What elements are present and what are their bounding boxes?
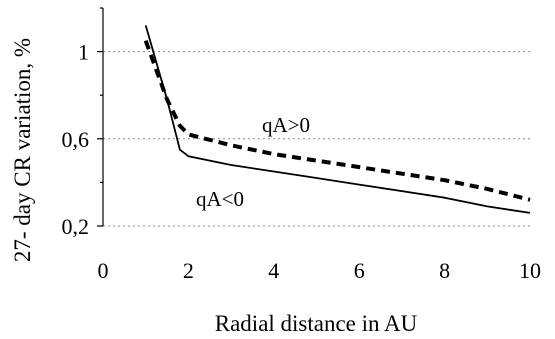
- x-tick-label-3: 6: [354, 258, 365, 283]
- series-label-qa-positive: qA>0: [262, 113, 310, 137]
- grid-layer: [103, 51, 530, 227]
- x-tick-label-2: 4: [268, 258, 279, 283]
- series-layer: [143, 25, 531, 214]
- series-line-qa-negative: [144, 25, 531, 214]
- y-axis-title: 27- day CR variation, %: [10, 38, 35, 262]
- series-line-qa-positive: [143, 40, 531, 202]
- y-tick-label-1: 0,6: [62, 127, 90, 152]
- x-tick-label-5: 10: [519, 258, 541, 283]
- x-tick-label-4: 8: [439, 258, 450, 283]
- x-tick-label-0: 0: [98, 258, 109, 283]
- x-tick-label-1: 2: [183, 258, 194, 283]
- y-tick-label-0: 0,2: [62, 214, 90, 239]
- y-tick-label-2: 1: [78, 40, 89, 65]
- series-label-qa-negative: qA<0: [196, 187, 244, 211]
- axes-layer: [97, 7, 104, 227]
- x-axis-title: Radial distance in AU: [215, 311, 418, 336]
